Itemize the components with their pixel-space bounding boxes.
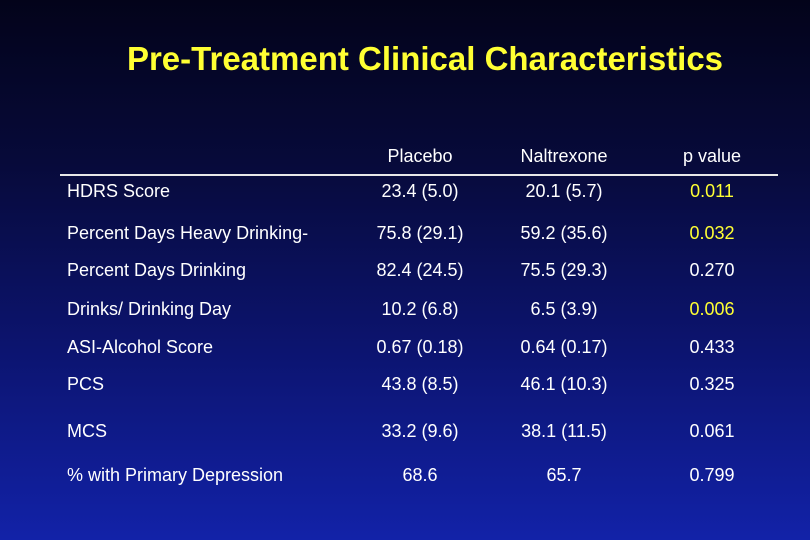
row-label: PCS [67,374,105,394]
naltrexone-value: 59.2 (35.6) [520,223,608,243]
naltrexone-value: 6.5 (3.9) [530,299,598,319]
row-label: HDRS Score [67,181,171,201]
placebo-value: 10.2 (6.8) [381,299,459,319]
naltrexone-value: 20.1 (5.7) [525,181,603,201]
p-value: 0.270 [689,260,735,280]
placebo-value: 33.2 (9.6) [381,421,459,441]
column-header-naltrexone: Naltrexone [520,146,608,166]
p-value: 0.799 [689,465,735,485]
placebo-value: 82.4 (24.5) [376,260,464,280]
p-value: 0.433 [689,337,735,357]
p-value: 0.032 [689,223,735,243]
row-label: Percent Days Heavy Drinking- [67,223,309,243]
p-value: 0.011 [690,181,734,201]
row-label: % with Primary Depression [67,465,284,485]
placebo-value: 0.67 (0.18) [376,337,464,357]
p-value: 0.061 [689,421,735,441]
naltrexone-value: 75.5 (29.3) [520,260,608,280]
naltrexone-value: 46.1 (10.3) [520,374,608,394]
row-label: ASI-Alcohol Score [67,337,214,357]
header-divider [60,174,778,176]
placebo-value: 23.4 (5.0) [381,181,459,201]
row-label: MCS [67,421,107,441]
row-label: Percent Days Drinking [67,260,247,280]
naltrexone-value: 65.7 [546,465,582,485]
column-header-placebo: Placebo [387,146,453,166]
placebo-value: 75.8 (29.1) [376,223,464,243]
placebo-value: 68.6 [402,465,438,485]
naltrexone-value: 0.64 (0.17) [520,337,608,357]
p-value: 0.006 [689,299,735,319]
slide-title: Pre-Treatment Clinical Characteristics [126,40,724,77]
placebo-value: 43.8 (8.5) [381,374,459,394]
column-header-p-value: p value [682,146,742,166]
p-value: 0.325 [689,374,735,394]
row-label: Drinks/ Drinking Day [67,299,232,319]
naltrexone-value: 38.1 (11.5) [521,421,607,441]
